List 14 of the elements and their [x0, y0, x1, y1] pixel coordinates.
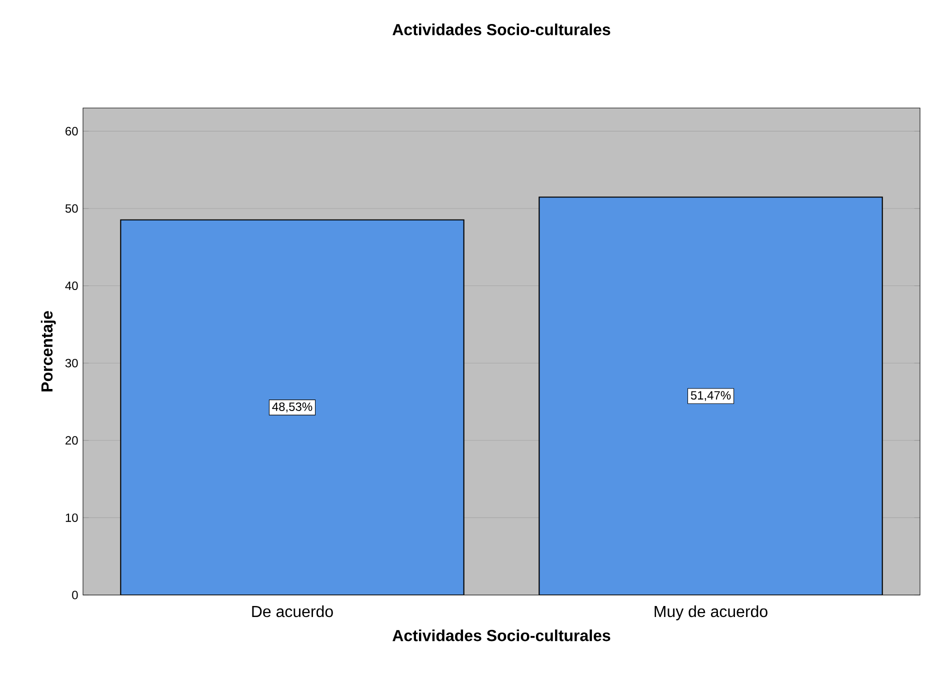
y-tick-label: 20 [66, 436, 78, 445]
y-tick-label: 30 [65, 358, 78, 368]
chart-title: Actividades Socio-culturales [392, 24, 610, 36]
y-tick-label: 10 [66, 513, 78, 522]
y-tick-label: 50 [65, 204, 78, 213]
x-tick-label: De acuerdo [252, 605, 333, 618]
data-label: 48,53% [272, 402, 312, 412]
x-axis-title: Actividades Socio-culturales [392, 629, 610, 642]
data-label: 51,47% [690, 391, 731, 401]
x-tick-label: Muy de acuerdo [654, 605, 768, 620]
y-axis-title: Porcentaje [40, 311, 56, 392]
y-tick-label: 0 [72, 590, 78, 600]
y-tick-label: 40 [65, 282, 78, 290]
y-tick-label: 60 [66, 126, 78, 136]
